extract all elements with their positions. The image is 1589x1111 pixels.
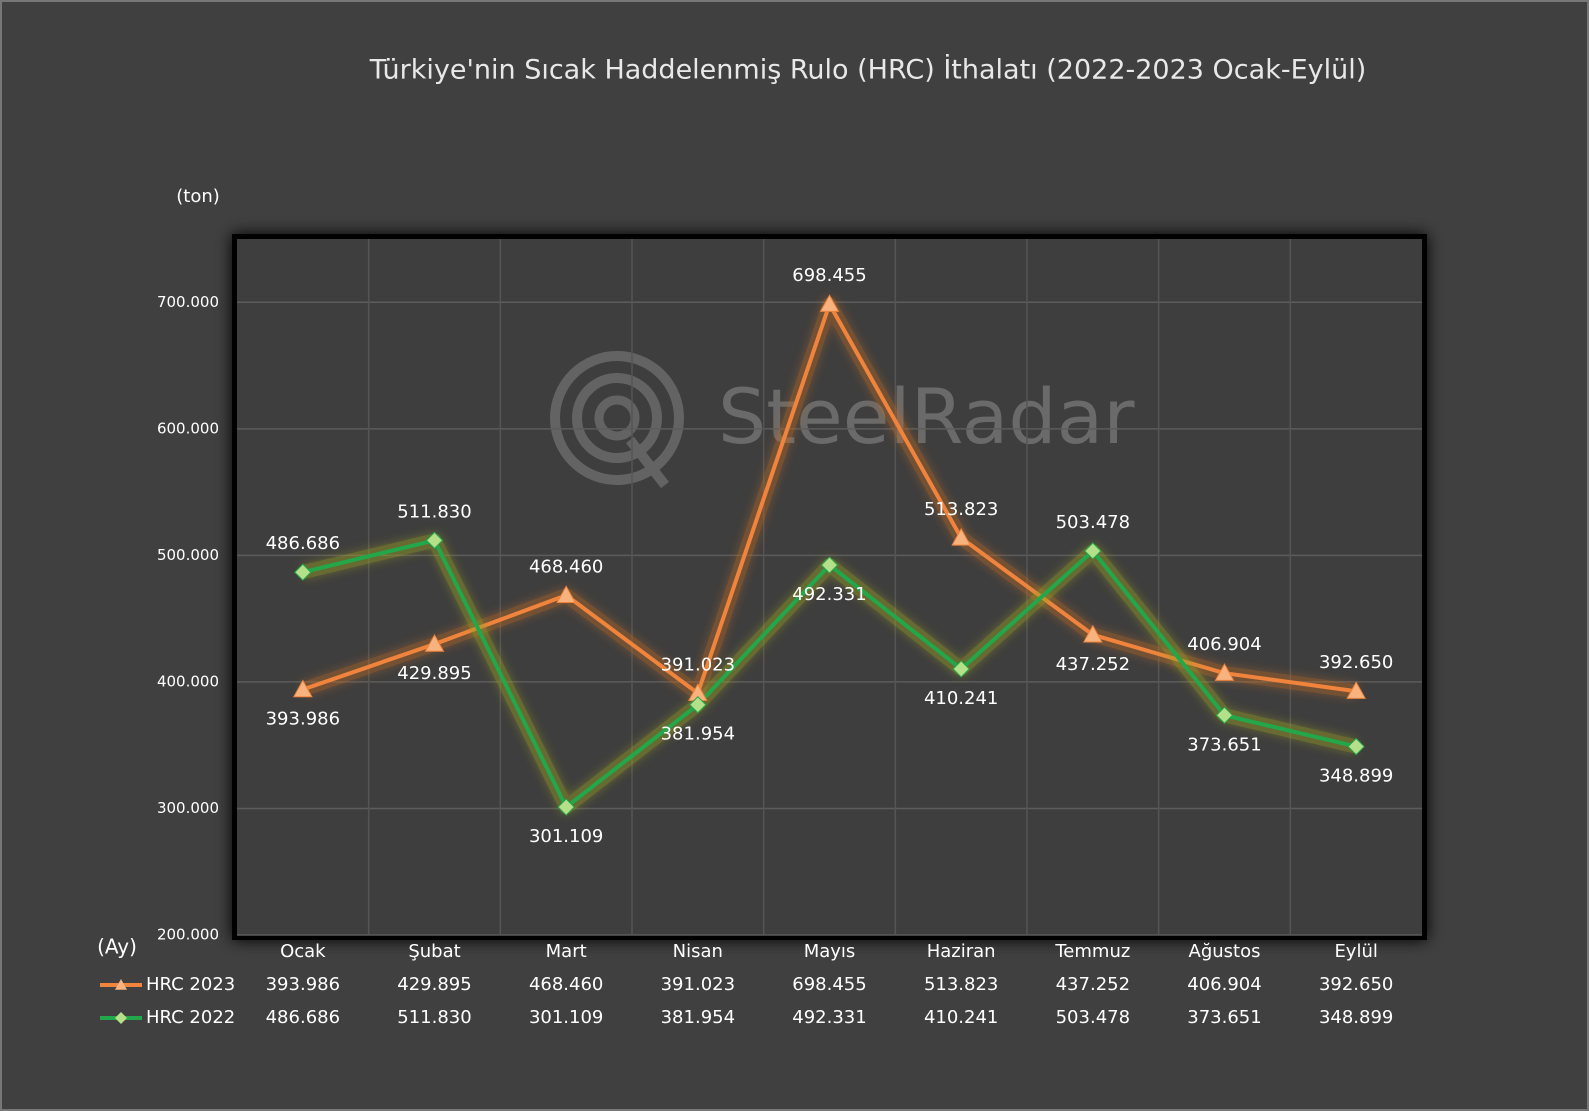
data-point bbox=[556, 585, 577, 603]
data-label: 511.830 bbox=[397, 501, 471, 522]
data-label: 503.478 bbox=[1056, 512, 1130, 533]
data-point bbox=[1346, 681, 1367, 699]
data-label: 468.460 bbox=[529, 556, 603, 577]
data-label: 373.651 bbox=[1187, 734, 1261, 755]
data-point bbox=[1347, 737, 1365, 756]
watermark-logo bbox=[550, 351, 684, 489]
table-value: 301.109 bbox=[529, 1007, 603, 1028]
table-value: 391.023 bbox=[661, 974, 735, 995]
data-point bbox=[1082, 624, 1103, 643]
table-value: 392.650 bbox=[1319, 974, 1393, 995]
y-tick-label: 200.000 bbox=[157, 926, 219, 944]
table-value: 406.904 bbox=[1187, 974, 1261, 995]
x-tick-label: Mayıs bbox=[804, 941, 856, 962]
y-tick-label: 600.000 bbox=[157, 419, 219, 437]
data-point bbox=[1215, 706, 1234, 724]
data-label: 381.954 bbox=[661, 724, 735, 745]
x-tick-label: Şubat bbox=[408, 941, 460, 962]
x-tick-label: Mart bbox=[546, 941, 587, 962]
data-point bbox=[425, 531, 444, 550]
data-point bbox=[294, 563, 312, 581]
data-label: 437.252 bbox=[1056, 654, 1130, 675]
legend-marker bbox=[115, 979, 127, 990]
chart-title: Türkiye'nin Sıcak Haddelenmiş Rulo (HRC)… bbox=[369, 54, 1367, 86]
table-value: 511.830 bbox=[397, 1007, 471, 1028]
grid bbox=[237, 239, 1422, 936]
table-value: 698.455 bbox=[792, 974, 866, 995]
x-tick-label: Ağustos bbox=[1189, 941, 1261, 962]
legend-label: HRC 2022 bbox=[146, 1007, 235, 1028]
data-point bbox=[952, 660, 970, 678]
data-point bbox=[1214, 663, 1235, 681]
data-label: 393.986 bbox=[266, 709, 340, 730]
data-label: 392.650 bbox=[1319, 652, 1393, 673]
plot-area bbox=[237, 239, 1422, 935]
x-axis-label: (Ay) bbox=[97, 935, 137, 959]
x-tick-label: Nisan bbox=[673, 941, 723, 962]
table-value: 503.478 bbox=[1056, 1007, 1130, 1028]
y-tick-label: 300.000 bbox=[157, 799, 219, 817]
data-label: 429.895 bbox=[397, 663, 471, 684]
table-value: 348.899 bbox=[1319, 1007, 1393, 1028]
x-tick-label: Eylül bbox=[1334, 941, 1377, 962]
y-tick-label: 500.000 bbox=[157, 546, 219, 564]
data-point bbox=[1084, 542, 1102, 560]
data-label: 492.331 bbox=[792, 584, 866, 605]
data-label: 513.823 bbox=[924, 499, 998, 520]
data-label: 698.455 bbox=[792, 265, 866, 286]
data-point bbox=[820, 556, 839, 574]
data-point bbox=[424, 634, 445, 652]
data-label: 406.904 bbox=[1187, 634, 1261, 655]
y-tick-label: 700.000 bbox=[157, 293, 219, 311]
data-point bbox=[689, 696, 707, 714]
data-point bbox=[292, 679, 313, 698]
table-value: 393.986 bbox=[266, 974, 340, 995]
table-value: 492.331 bbox=[792, 1007, 866, 1028]
x-tick-label: Ocak bbox=[280, 941, 326, 962]
data-point bbox=[819, 294, 840, 312]
marks: 393.986 429.895 468.460 391.023 698.455 513.8… bbox=[266, 265, 1394, 847]
x-tick-label: Temmuz bbox=[1054, 941, 1130, 962]
table-value: 468.460 bbox=[529, 974, 603, 995]
y-axis-label: (ton) bbox=[176, 186, 220, 207]
table-value: 381.954 bbox=[661, 1007, 735, 1028]
y-tick-label: 400.000 bbox=[157, 672, 219, 690]
x-tick-label: Haziran bbox=[927, 941, 996, 962]
table-value: 513.823 bbox=[924, 974, 998, 995]
data-label: 486.686 bbox=[266, 533, 340, 554]
table-value: 429.895 bbox=[397, 974, 471, 995]
legend-label: HRC 2023 bbox=[146, 974, 235, 995]
data-point bbox=[951, 527, 972, 546]
legend-marker bbox=[115, 1012, 127, 1024]
table-value: 410.241 bbox=[924, 1007, 998, 1028]
table-value: 373.651 bbox=[1187, 1007, 1261, 1028]
data-label: 301.109 bbox=[529, 826, 603, 847]
data-label: 410.241 bbox=[924, 688, 998, 709]
table-value: 437.252 bbox=[1056, 974, 1130, 995]
data-label: 391.023 bbox=[661, 654, 735, 675]
data-point bbox=[557, 798, 575, 816]
table-value: 486.686 bbox=[266, 1007, 340, 1028]
data-label: 348.899 bbox=[1319, 766, 1393, 787]
